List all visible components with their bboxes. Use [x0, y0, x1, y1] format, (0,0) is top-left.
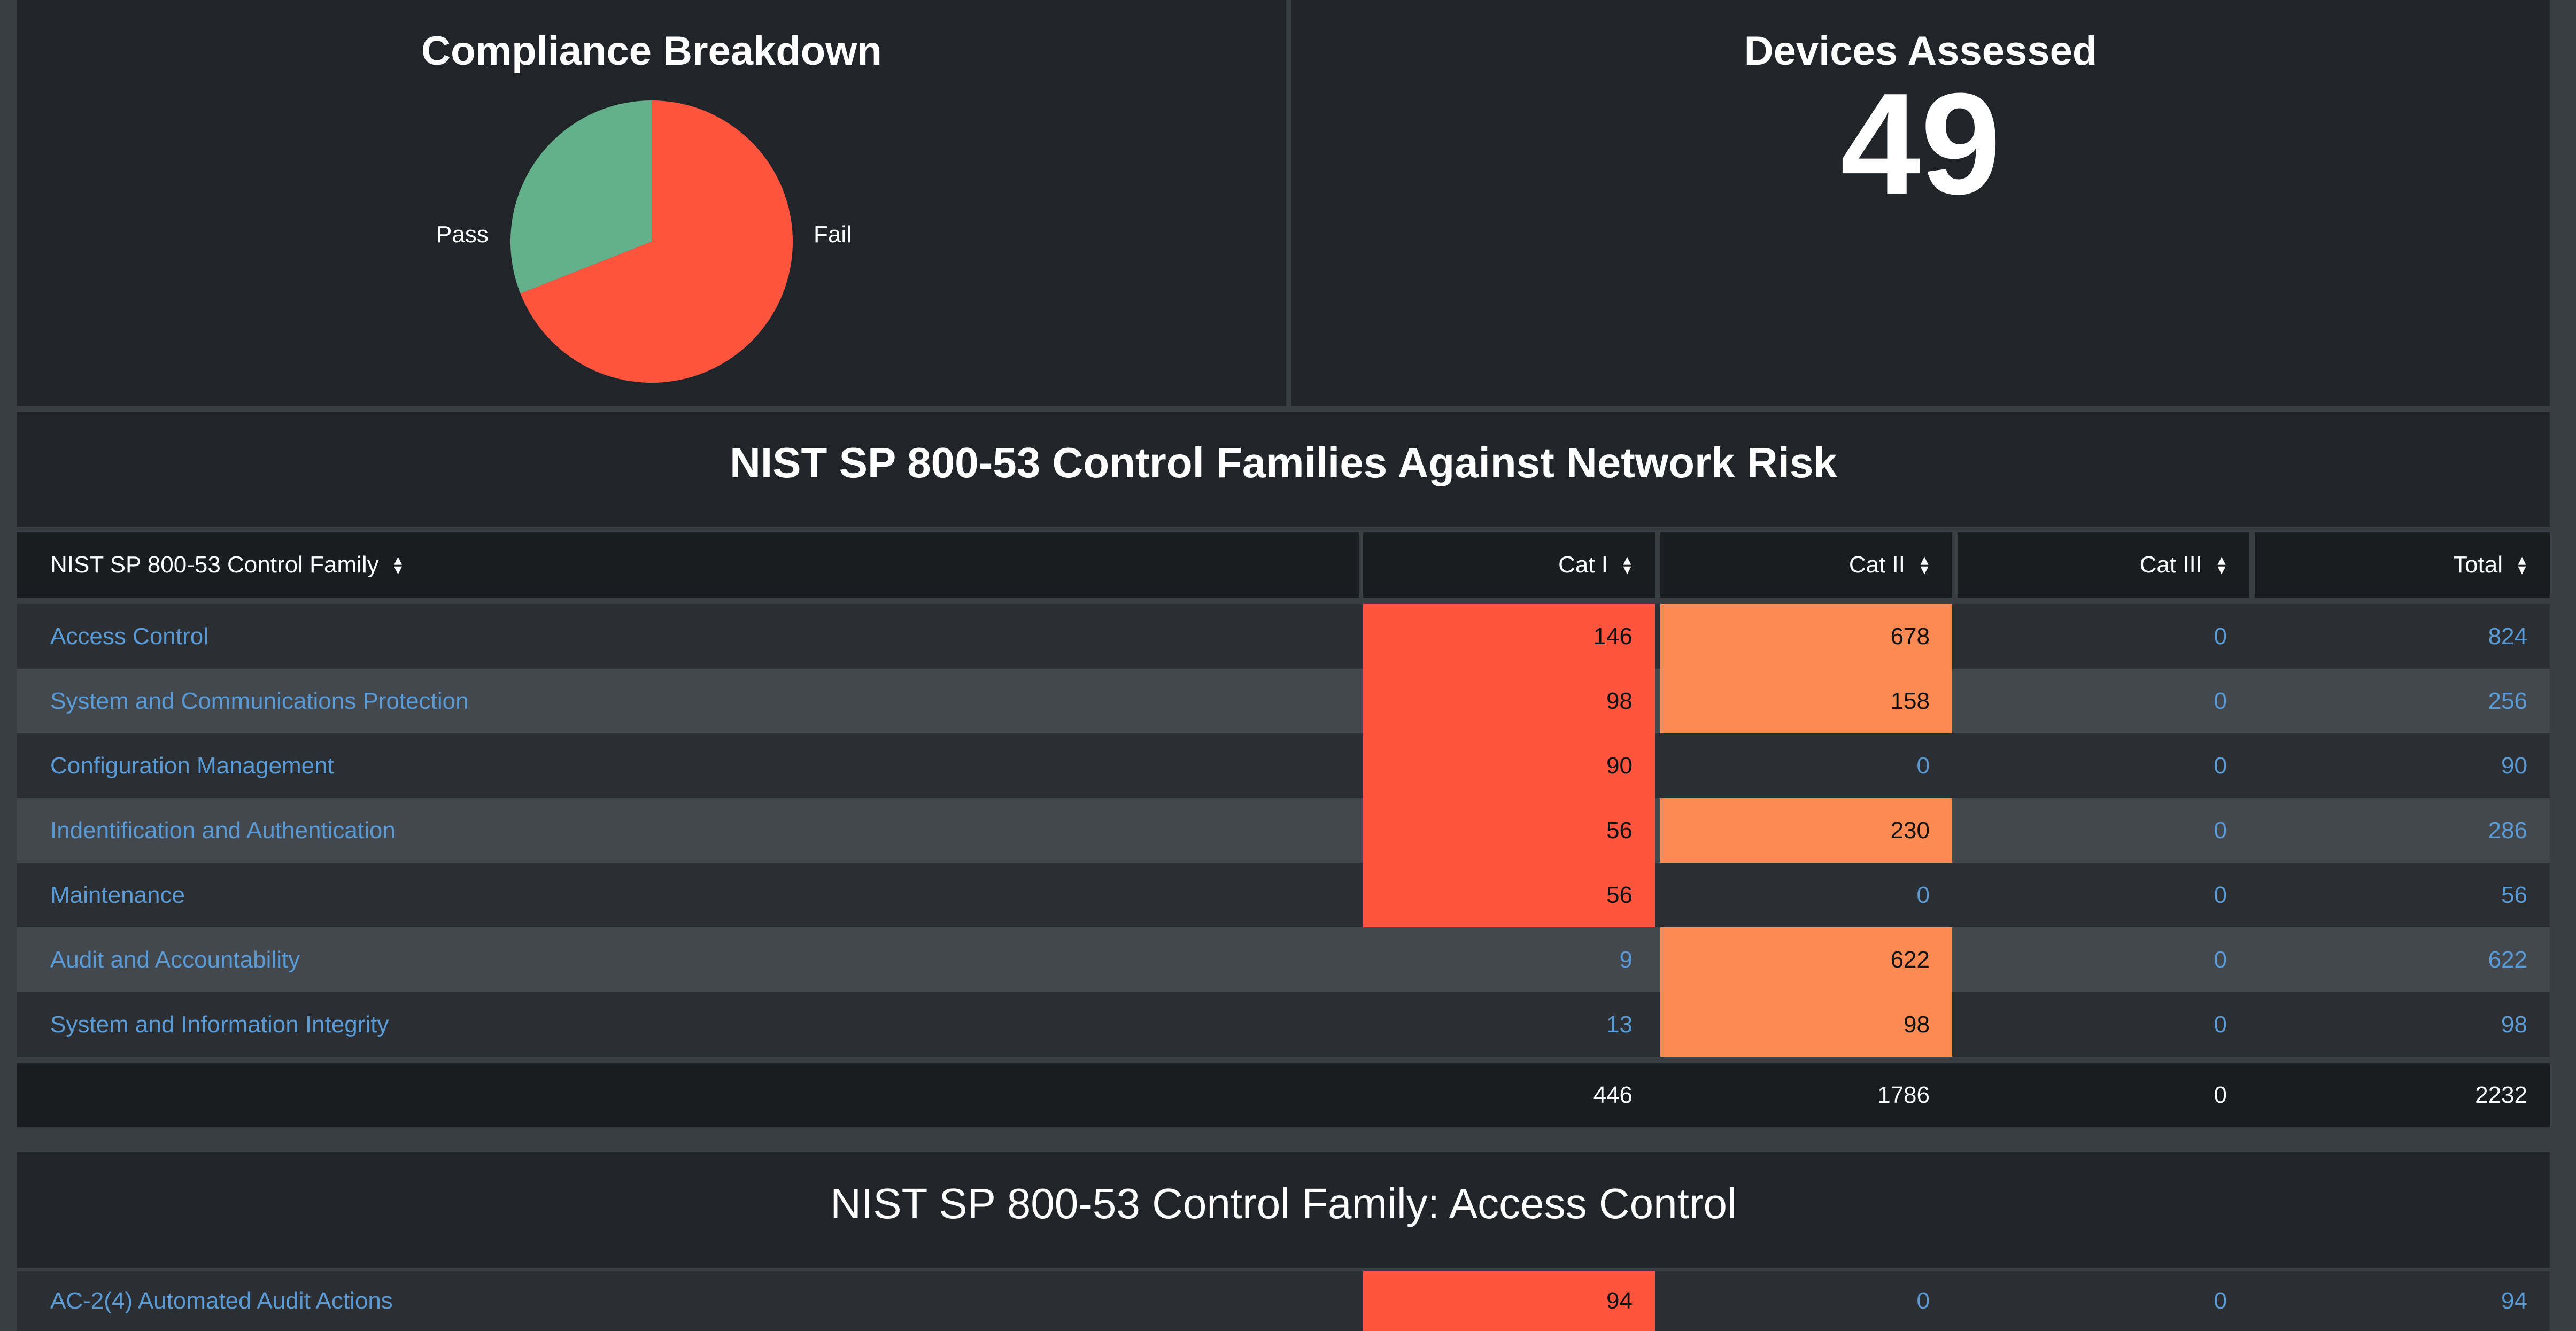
family-link[interactable]: Indentification and Authentication: [50, 817, 396, 844]
devices-assessed-value: 49: [1840, 64, 2001, 225]
sort-icon[interactable]: ▴ ▾: [1623, 551, 1631, 578]
cat-ii-cell[interactable]: 230: [1660, 798, 1952, 863]
total-cell[interactable]: 256: [2488, 687, 2527, 714]
totals-spacer: [17, 1063, 1359, 1127]
total-cell[interactable]: 286: [2488, 817, 2527, 844]
family-link[interactable]: Configuration Management: [50, 752, 334, 779]
family-link[interactable]: Access Control: [50, 623, 208, 649]
sort-icon[interactable]: ▴ ▾: [1920, 551, 1929, 578]
cat-i-cell[interactable]: 13: [1606, 1011, 1633, 1038]
total-cell[interactable]: 622: [2488, 946, 2527, 973]
header-label: Total: [2453, 552, 2503, 578]
total-cell[interactable]: 94: [2501, 1288, 2527, 1314]
cat-i-cell[interactable]: 90: [1363, 733, 1655, 798]
cat-i-cell[interactable]: 9: [1619, 946, 1633, 973]
table-row: Access Control 146 678 0 824: [17, 604, 2550, 669]
totals-row: 446 1786 0 2232: [17, 1063, 2550, 1127]
header-label: Cat I: [1558, 552, 1608, 578]
header-control-family[interactable]: NIST SP 800-53 Control Family ▴ ▾: [17, 532, 1359, 598]
cat-iii-cell[interactable]: 0: [2214, 752, 2227, 779]
header-cat-ii[interactable]: Cat II ▴ ▾: [1660, 532, 1952, 598]
table-row: System and Communications Protection 98 …: [17, 669, 2550, 733]
cat-iii-cell[interactable]: 0: [2214, 1288, 2227, 1314]
family-link[interactable]: Maintenance: [50, 881, 185, 908]
cat-ii-cell[interactable]: 622: [1660, 927, 1952, 992]
cat-ii-cell[interactable]: 678: [1660, 604, 1952, 669]
family-link[interactable]: System and Communications Protection: [50, 687, 469, 714]
cat-ii-cell[interactable]: 0: [1916, 881, 1930, 908]
table-row: System and Information Integrity 13 98 0…: [17, 992, 2550, 1057]
cat-i-cell[interactable]: 56: [1363, 798, 1655, 863]
total-cat-iii: 0: [2214, 1082, 2227, 1108]
header-total[interactable]: Total ▴ ▾: [2255, 532, 2550, 598]
family-detail-title-panel: NIST SP 800-53 Control Family: Access Co…: [17, 1152, 2550, 1268]
devices-assessed-title: Devices Assessed: [1744, 28, 2098, 74]
cat-ii-cell[interactable]: 158: [1660, 669, 1952, 733]
cat-i-cell[interactable]: 98: [1363, 669, 1655, 733]
table-row: Indentification and Authentication 56 23…: [17, 798, 2550, 863]
table-row: Maintenance 56 0 0 56: [17, 863, 2550, 927]
header-label: Cat II: [1848, 552, 1905, 578]
pie-label-fail: Fail: [814, 221, 852, 247]
cat-iii-cell[interactable]: 0: [2214, 817, 2227, 844]
cat-ii-cell[interactable]: 0: [1916, 1288, 1930, 1314]
cat-iii-cell[interactable]: 0: [2214, 881, 2227, 908]
compliance-breakdown-panel: Compliance Breakdown Pass Fail: [17, 0, 1286, 406]
cat-iii-cell[interactable]: 0: [2214, 1011, 2227, 1038]
table-row: AC-2(4) Automated Audit Actions 94 0 0 9…: [17, 1271, 2550, 1331]
families-table-title-panel: NIST SP 800-53 Control Families Against …: [17, 412, 2550, 527]
header-label: NIST SP 800-53 Control Family: [50, 552, 379, 578]
pie-slice-pass[interactable]: [510, 100, 652, 294]
families-table-title: NIST SP 800-53 Control Families Against …: [730, 439, 1837, 486]
total-cat-ii: 1786: [1877, 1082, 1930, 1108]
sort-icon[interactable]: ▴ ▾: [2217, 551, 2226, 578]
cat-i-cell[interactable]: 146: [1363, 604, 1655, 669]
pie-label-pass: Pass: [436, 221, 489, 247]
total-cell[interactable]: 90: [2501, 752, 2527, 779]
cat-i-cell[interactable]: 56: [1363, 863, 1655, 927]
total-overall: 2232: [2475, 1082, 2527, 1108]
compliance-breakdown-title: Compliance Breakdown: [421, 28, 882, 74]
cat-i-cell[interactable]: 94: [1363, 1271, 1655, 1331]
table-row: Audit and Accountability 9 622 0 622: [17, 927, 2550, 992]
family-link[interactable]: Audit and Accountability: [50, 946, 300, 973]
header-label: Cat III: [2139, 552, 2202, 578]
control-link[interactable]: AC-2(4) Automated Audit Actions: [50, 1288, 393, 1314]
cat-ii-cell[interactable]: 0: [1916, 752, 1930, 779]
devices-assessed-panel: Devices Assessed 49: [1291, 0, 2550, 406]
total-cat-i: 446: [1593, 1082, 1633, 1108]
table-row: Configuration Management 90 0 0 90: [17, 733, 2550, 798]
pie-slice-fail[interactable]: [520, 100, 793, 383]
family-detail-title: NIST SP 800-53 Control Family: Access Co…: [830, 1180, 1737, 1227]
header-cat-i[interactable]: Cat I ▴ ▾: [1363, 532, 1655, 598]
family-link[interactable]: System and Information Integrity: [50, 1011, 389, 1038]
total-cell[interactable]: 824: [2488, 623, 2527, 649]
header-cat-iii[interactable]: Cat III ▴ ▾: [1958, 532, 2249, 598]
cat-ii-cell[interactable]: 98: [1660, 992, 1952, 1057]
compliance-pie-chart: [510, 100, 793, 383]
total-cell[interactable]: 98: [2501, 1011, 2527, 1038]
table-header-row: NIST SP 800-53 Control Family ▴ ▾ Cat I ▴…: [17, 532, 2550, 598]
total-cell[interactable]: 56: [2501, 881, 2527, 908]
cat-iii-cell[interactable]: 0: [2214, 946, 2227, 973]
sort-icon[interactable]: ▴ ▾: [2518, 551, 2526, 578]
cat-iii-cell[interactable]: 0: [2214, 687, 2227, 714]
cat-iii-cell[interactable]: 0: [2214, 623, 2227, 649]
sort-icon[interactable]: ▴ ▾: [394, 551, 403, 578]
